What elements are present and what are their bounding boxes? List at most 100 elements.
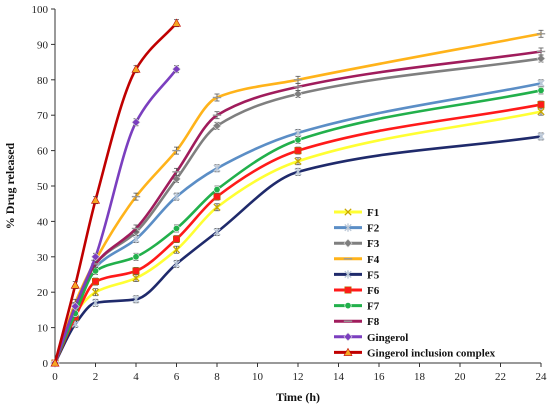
- legend-label: Gingerol inclusion complex: [367, 347, 496, 359]
- data-point: [294, 167, 302, 177]
- y-tick-label: 20: [37, 287, 49, 299]
- x-tick-label: 16: [374, 371, 386, 383]
- legend-item: F6: [334, 285, 380, 297]
- y-tick-label: 90: [37, 39, 49, 51]
- legend-item: Gingerol inclusion complex: [334, 347, 496, 359]
- x-tick-label: 20: [455, 371, 467, 383]
- legend-label: F8: [367, 316, 380, 328]
- y-tick-label: 60: [37, 146, 49, 158]
- legend-label: F3: [367, 238, 380, 250]
- data-point: [91, 298, 100, 308]
- legend-label: F6: [367, 285, 380, 297]
- data-point: [70, 280, 80, 289]
- data-point: [132, 295, 140, 304]
- x-tick-label: 14: [333, 371, 345, 383]
- legend-marker: [344, 223, 352, 232]
- legend-marker: [343, 347, 353, 356]
- data-point: [171, 18, 182, 27]
- legend-marker: [344, 270, 352, 279]
- data-point: [294, 147, 302, 155]
- data-point: [294, 136, 302, 144]
- data-point: [293, 89, 303, 99]
- legend-marker: [344, 286, 352, 294]
- data-point: [131, 64, 141, 73]
- legend-item: Gingerol: [334, 332, 408, 344]
- x-tick-label: 8: [214, 371, 220, 383]
- data-point: [212, 121, 222, 131]
- data-point: [213, 164, 221, 173]
- series-f4: [50, 29, 546, 365]
- legend-label: F2: [367, 223, 380, 235]
- legend-marker: [344, 208, 352, 216]
- data-point: [294, 157, 302, 165]
- x-axis-title: Time (h): [276, 390, 320, 404]
- legend-label: F7: [367, 301, 380, 313]
- legend-item: F7: [334, 301, 380, 313]
- data-point: [50, 358, 60, 367]
- data-point: [537, 79, 545, 88]
- data-point: [213, 186, 221, 194]
- y-tick-label: 50: [37, 181, 49, 193]
- legend-item: F1: [334, 207, 379, 219]
- y-tick-label: 80: [37, 75, 49, 87]
- x-tick-label: 10: [252, 371, 264, 383]
- y-tick-label: 10: [37, 323, 49, 335]
- y-tick-label: 100: [32, 4, 49, 16]
- legend-item: F2: [334, 223, 380, 235]
- legend-marker: [344, 302, 352, 310]
- legend-item: F4: [334, 254, 380, 266]
- legend-marker: [343, 238, 353, 248]
- data-point: [213, 203, 221, 211]
- data-point: [536, 54, 546, 63]
- series-f2: [51, 79, 545, 368]
- data-point: [173, 235, 181, 243]
- data-point: [132, 253, 140, 261]
- x-tick-label: 4: [133, 371, 139, 383]
- data-point: [213, 227, 221, 237]
- data-point: [172, 192, 181, 201]
- data-point: [70, 301, 80, 311]
- y-tick-label: 40: [37, 216, 49, 228]
- x-tick-label: 22: [495, 371, 506, 383]
- data-point: [132, 274, 140, 282]
- legend-label: F4: [367, 254, 380, 266]
- series-gingerol: [50, 64, 181, 368]
- series-gingerol-inclusion-complex: [50, 18, 182, 367]
- x-tick-label: 2: [93, 371, 99, 383]
- legend-item: F8: [334, 316, 380, 328]
- legend-label: F5: [367, 269, 380, 281]
- data-point: [537, 132, 545, 141]
- y-tick-label: 0: [43, 358, 49, 370]
- legend-item: F5: [334, 269, 380, 281]
- legend: F1 F2 F3 F4 F5 F6 F7 F8 Gingerol Gingerol inclusi…: [334, 207, 496, 359]
- data-point: [91, 288, 100, 296]
- data-point: [90, 195, 101, 204]
- x-tick-label: 24: [536, 371, 548, 383]
- data-point: [172, 259, 181, 269]
- data-point: [92, 278, 100, 286]
- x-tick-label: 6: [174, 371, 180, 383]
- data-point: [131, 117, 141, 127]
- data-point: [172, 64, 181, 74]
- y-axis-title: % Drug released: [3, 142, 17, 229]
- data-point: [91, 252, 100, 262]
- legend-label: F1: [367, 207, 379, 219]
- data-point: [213, 193, 221, 201]
- x-tick-label: 12: [293, 371, 304, 383]
- series-line: [53, 67, 178, 365]
- data-point: [132, 267, 140, 275]
- data-point: [537, 86, 545, 94]
- y-tick-label: 30: [37, 252, 49, 264]
- data-point: [537, 108, 545, 116]
- data-point: [173, 224, 181, 232]
- x-tick-label: 0: [52, 371, 58, 383]
- data-point: [537, 101, 545, 109]
- legend-marker: [343, 332, 353, 342]
- series-layer: [50, 18, 546, 368]
- legend-label: Gingerol: [367, 332, 408, 344]
- legend-item: F3: [334, 238, 380, 250]
- data-point: [294, 128, 302, 138]
- data-point: [172, 246, 181, 254]
